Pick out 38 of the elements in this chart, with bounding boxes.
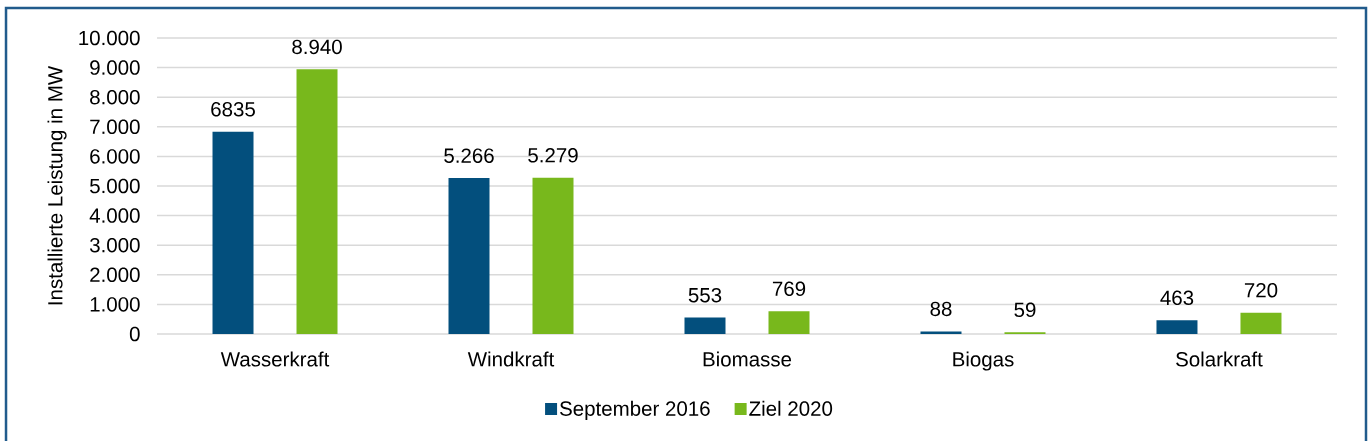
bar xyxy=(296,69,338,334)
y-tick-label: 2.000 xyxy=(90,267,140,283)
y-tick-label: 8.000 xyxy=(90,89,140,105)
bar xyxy=(684,317,726,334)
y-tick-label: 1.000 xyxy=(90,297,140,312)
bar xyxy=(920,331,962,334)
data-label: 5.279 xyxy=(528,148,578,163)
x-tick-label: Solarkraft xyxy=(1176,351,1263,367)
bar xyxy=(212,131,254,334)
data-label: 553 xyxy=(688,287,722,303)
legend-label: Ziel 2020 xyxy=(749,400,833,416)
y-tick-label: 10.000 xyxy=(79,30,140,46)
y-tick-label: 4.000 xyxy=(89,208,140,223)
y-tick-label: 3.000 xyxy=(89,237,140,253)
data-label: 6835 xyxy=(211,101,255,117)
data-label: 463 xyxy=(1160,290,1194,306)
y-tick-label: 6.000 xyxy=(90,149,140,164)
bar xyxy=(1156,320,1198,334)
bar xyxy=(532,177,574,334)
y-tick-label: 9.000 xyxy=(90,60,140,75)
bar xyxy=(768,311,810,334)
y-tick-label: 7.000 xyxy=(90,119,140,135)
data-label: 769 xyxy=(772,281,806,297)
x-tick-label: Biomasse xyxy=(703,351,792,367)
data-label: 8.940 xyxy=(292,39,342,55)
x-tick-label: Wasserkraft xyxy=(220,351,330,367)
bar xyxy=(1240,312,1282,334)
bar xyxy=(448,178,490,334)
y-tick-label: 5.000 xyxy=(90,178,140,194)
x-tick-label: Windkraft xyxy=(467,351,555,367)
x-tick-label: Biogas xyxy=(953,351,1014,371)
legend-label: September 2016 xyxy=(560,400,710,420)
data-label: 5.266 xyxy=(444,148,494,163)
data-label: 720 xyxy=(1244,282,1278,298)
y-axis-title: Installierte Leistung in MW xyxy=(47,65,67,305)
data-label: 88 xyxy=(930,301,952,317)
y-tick-label: 0 xyxy=(129,326,140,342)
data-label: 59 xyxy=(1014,302,1036,318)
